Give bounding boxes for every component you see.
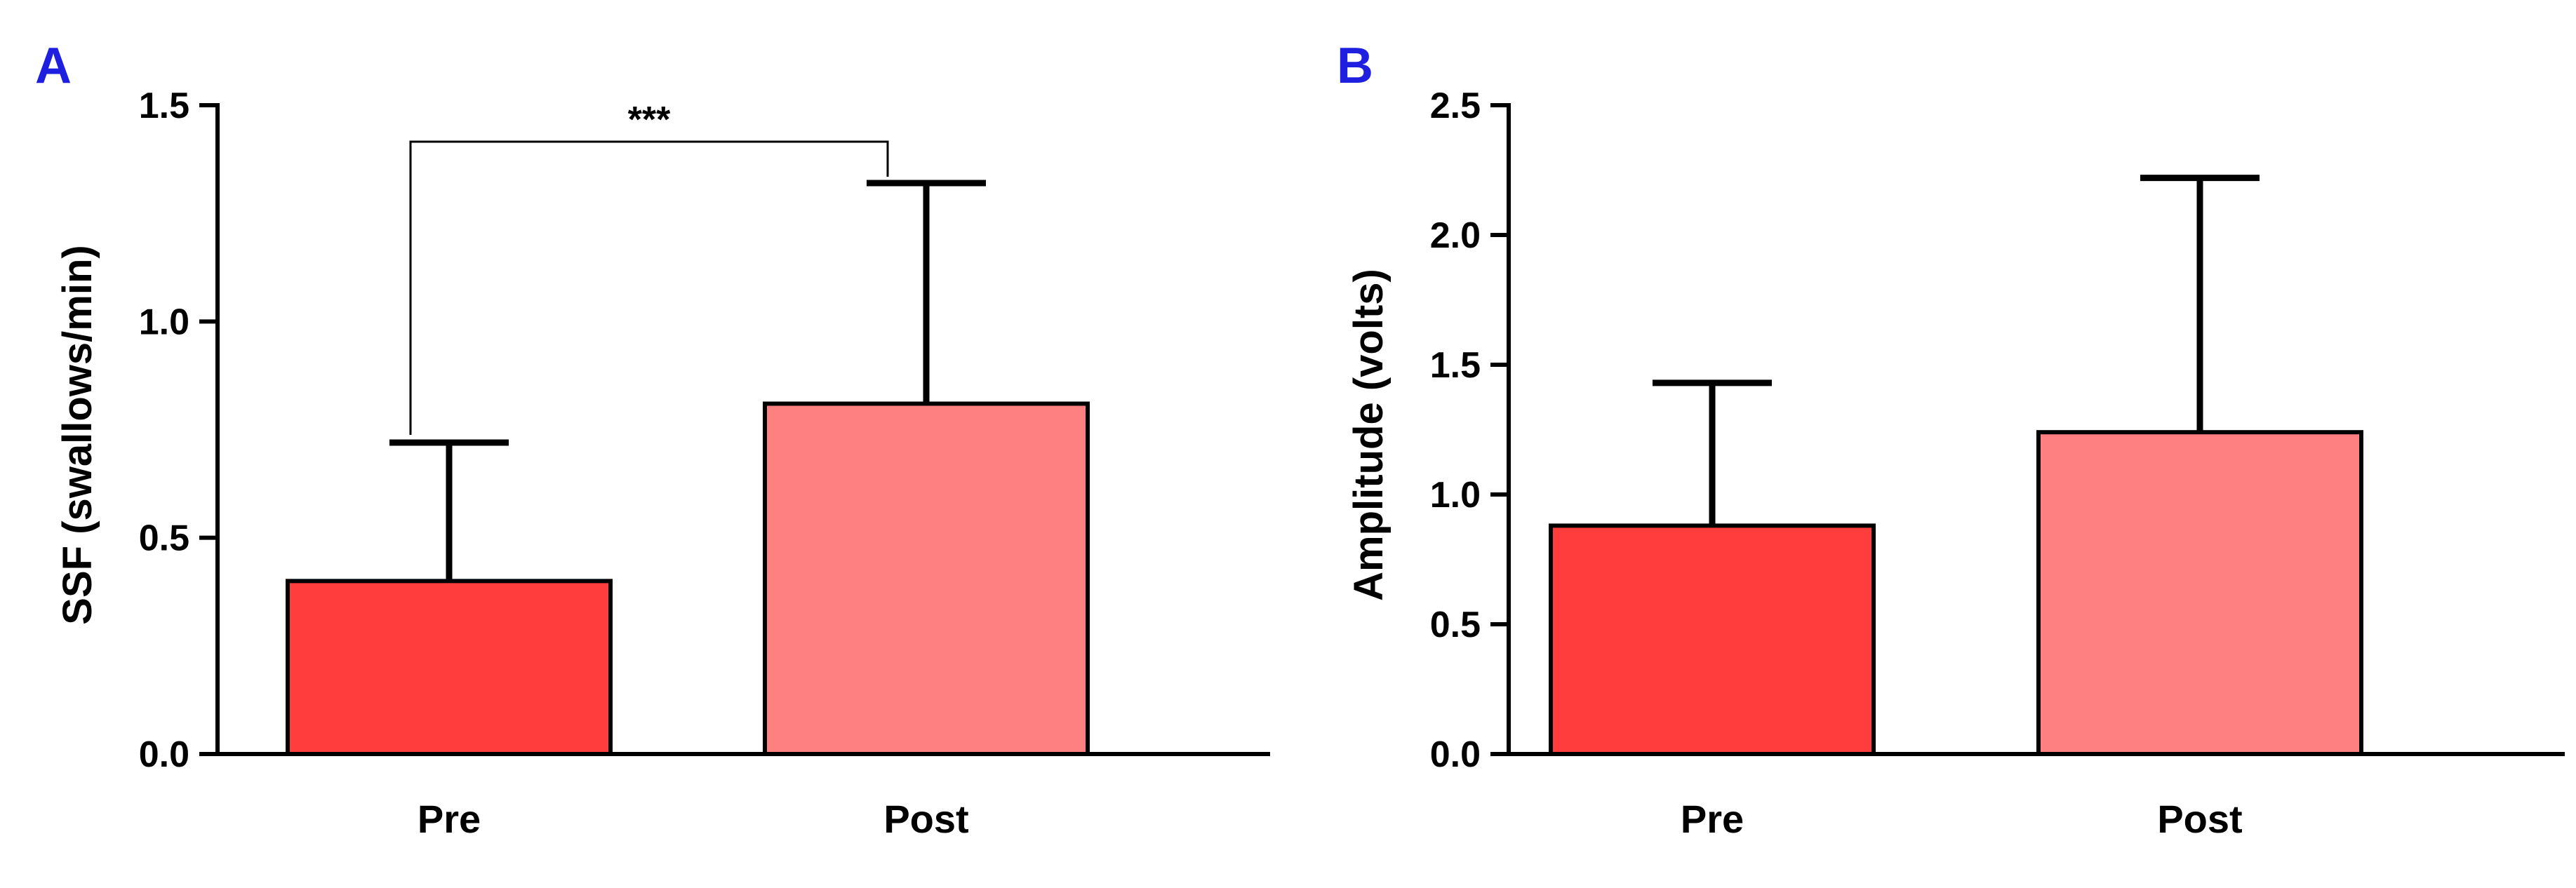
error-bar-b-pre xyxy=(1653,379,1772,526)
y-axis-title-a: SSF (swallows/min) xyxy=(55,245,100,624)
y-ticks-b: 0.0 0.5 1.0 1.5 2.0 2.5 xyxy=(1430,86,1509,775)
bar-b-post xyxy=(2036,430,2363,756)
y-axis-title-b: Amplitude (volts) xyxy=(1346,269,1392,601)
error-bars-a xyxy=(389,180,986,581)
y-tick-label-a-0: 0.0 xyxy=(139,734,189,775)
y-tick-label-a-1: 0.5 xyxy=(139,518,189,559)
bar-b-pre xyxy=(1549,523,1876,757)
category-label-a-pre: Pre xyxy=(418,797,481,841)
bar-a-post xyxy=(763,401,1090,756)
error-bar-a-pre xyxy=(389,439,509,581)
error-bars-b xyxy=(1653,175,2260,526)
error-bar-a-post xyxy=(867,180,986,404)
y-tick-label-b-1: 0.5 xyxy=(1430,605,1481,645)
bars-b xyxy=(1549,430,2363,757)
chart-panel-b: B Amplitude (volts) 0.0 0.5 1.0 1.5 2.0 2.5 P… xyxy=(1337,38,2565,841)
significance-a: *** xyxy=(409,100,889,435)
category-labels-a: Pre Post xyxy=(418,797,969,841)
panel-letter-b: B xyxy=(1337,38,1373,94)
y-tick-label-b-2: 1.0 xyxy=(1430,475,1481,516)
y-tick-label-b-3: 1.5 xyxy=(1430,345,1481,386)
y-tick-label-b-5: 2.5 xyxy=(1430,86,1481,126)
y-tick-label-b-0: 0.0 xyxy=(1430,734,1481,775)
y-tick-label-a-3: 1.5 xyxy=(139,86,189,126)
category-label-b-pre: Pre xyxy=(1681,797,1744,841)
axes-a xyxy=(215,103,1270,756)
error-bar-b-post xyxy=(2140,175,2260,433)
category-label-b-post: Post xyxy=(2157,797,2242,841)
bar-a-pre xyxy=(286,579,613,756)
category-labels-b: Pre Post xyxy=(1681,797,2243,841)
significance-label: *** xyxy=(628,100,671,140)
axes-b xyxy=(1507,103,2565,756)
y-tick-label-b-4: 2.0 xyxy=(1430,215,1481,256)
chart-panel-a: A SSF (swallows/min) 0.0 0.5 1.0 1.5 Pre Pos… xyxy=(35,38,1270,841)
bars-a xyxy=(286,401,1090,756)
y-tick-label-a-2: 1.0 xyxy=(139,302,189,342)
category-label-a-post: Post xyxy=(883,797,968,841)
significance-bracket xyxy=(409,140,889,435)
y-ticks-a: 0.0 0.5 1.0 1.5 xyxy=(139,86,218,775)
panel-letter-a: A xyxy=(35,38,72,94)
